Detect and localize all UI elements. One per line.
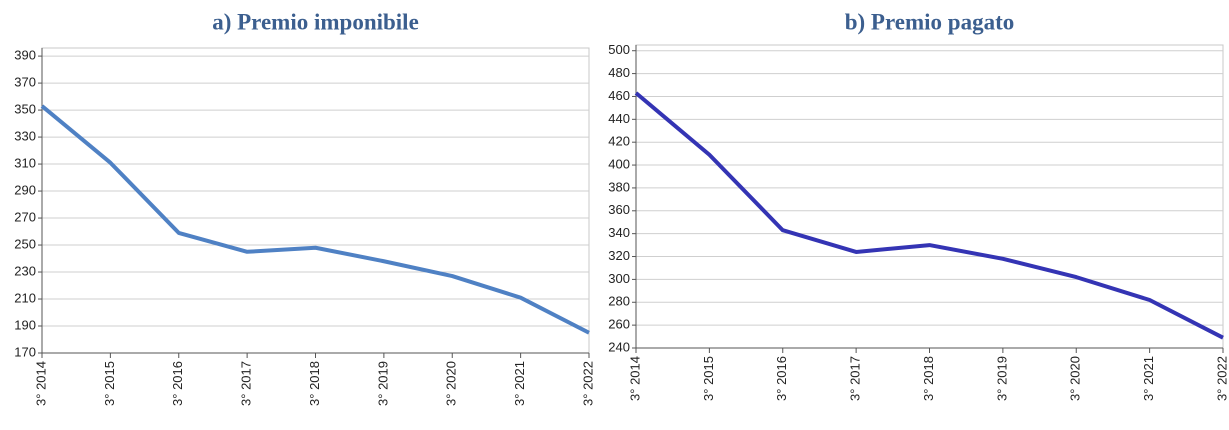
y-tick-label: 280 xyxy=(608,294,630,309)
x-tick-label: 3° 2014 xyxy=(33,361,48,406)
x-tick-label: 3° 2019 xyxy=(375,361,390,406)
x-tick-label: 3° 2016 xyxy=(774,356,789,401)
y-tick-label: 190 xyxy=(14,317,36,332)
y-tick-label: 320 xyxy=(608,248,630,263)
y-tick-label: 500 xyxy=(608,42,630,57)
y-tick-label: 330 xyxy=(14,129,36,144)
y-tick-label: 390 xyxy=(14,48,36,63)
y-tick-label: 290 xyxy=(14,182,36,197)
plot-area xyxy=(635,44,1224,349)
y-tick-label: 260 xyxy=(608,317,630,332)
y-tick-label: 420 xyxy=(608,134,630,149)
x-tick-label: 3° 2020 xyxy=(1068,356,1083,401)
chart-title: a) Premio imponibile xyxy=(212,9,419,34)
y-tick-label: 210 xyxy=(14,290,36,305)
y-tick-label: 240 xyxy=(608,339,630,354)
x-tick-label: 3° 2018 xyxy=(921,356,936,401)
y-tick-label: 360 xyxy=(608,202,630,217)
y-tick-label: 460 xyxy=(608,88,630,103)
y-tick-label: 340 xyxy=(608,225,630,240)
x-tick-label: 3° 2015 xyxy=(102,361,117,406)
x-tick-label: 3° 2018 xyxy=(307,361,322,406)
y-tick-label: 350 xyxy=(14,102,36,117)
y-tick-label: 310 xyxy=(14,155,36,170)
y-tick-label: 270 xyxy=(14,209,36,224)
x-tick-label: 3° 2021 xyxy=(512,361,527,406)
line xyxy=(634,91,1224,340)
y-tick-label: 400 xyxy=(608,156,630,171)
x-tick-label: 3° 2016 xyxy=(170,361,185,406)
x-tick-label: 3° 2022 xyxy=(1214,356,1229,401)
y-tick-label: 380 xyxy=(608,179,630,194)
x-tick-label: 3° 2020 xyxy=(444,361,459,406)
x-tick-label: 3° 2015 xyxy=(701,356,716,401)
line xyxy=(40,104,590,335)
y-tick-label: 170 xyxy=(14,344,36,359)
x-tick-label: 3° 2019 xyxy=(994,356,1009,401)
y-tick-label: 230 xyxy=(14,263,36,278)
x-tick-label: 3° 2017 xyxy=(848,356,863,401)
chart-title: b) Premio pagato xyxy=(845,9,1015,34)
y-tick-label: 480 xyxy=(608,65,630,80)
x-tick-label: 3° 2017 xyxy=(239,361,254,406)
x-tick-label: 3° 2022 xyxy=(580,361,595,406)
x-tick-label: 3° 2014 xyxy=(627,356,642,401)
y-tick-label: 250 xyxy=(14,236,36,251)
x-tick-label: 3° 2021 xyxy=(1141,356,1156,401)
plot-area xyxy=(41,47,590,354)
y-tick-label: 440 xyxy=(608,111,630,126)
y-tick-label: 300 xyxy=(608,271,630,286)
y-tick-label: 370 xyxy=(14,75,36,90)
